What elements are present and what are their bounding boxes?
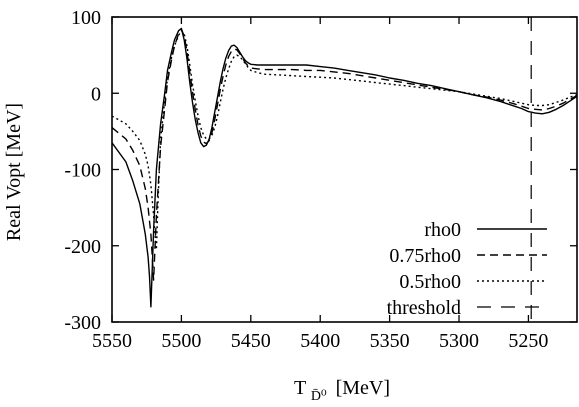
x-axis-label-main: T [294,377,306,399]
legend-label: rho0 [424,219,461,241]
y-tick-label: -300 [64,312,101,334]
series-line-1 [112,27,577,308]
legend-label: 0.75rho0 [389,245,461,267]
axis-ticks: 5550 5500 5450 5400 5350 5300 5250 -300 -200 -100… [64,7,577,352]
plot-lines [112,17,577,322]
x-tick-label: 5450 [231,330,271,352]
legend: rho0 0.75rho0 0.5rho0 threshold [387,219,547,319]
x-axis-label: T D̄⁰ [MeV] [294,377,390,405]
x-tick-label: 5250 [508,330,548,352]
y-axis-label: Real Vopt [MeV] [3,103,25,241]
y-tick-label: 0 [91,83,101,105]
x-axis-label-subscript: D̄⁰ [311,388,327,404]
x-tick-label: 5550 [92,330,132,352]
legend-label: threshold [387,297,461,319]
y-tick-label: 100 [71,7,101,29]
series-line-3 [112,30,577,251]
x-tick-label: 5500 [161,330,201,352]
plot-frame [111,16,578,323]
x-axis-label-unit: [MeV] [336,377,390,399]
x-tick-label: 5350 [370,330,410,352]
y-tick-label: -100 [64,160,101,182]
x-tick-label: 5400 [300,330,340,352]
y-tick-label: -200 [64,236,101,258]
legend-label: 0.5rho0 [399,271,461,293]
series-line-2 [112,28,577,281]
x-tick-label: 5300 [439,330,479,352]
